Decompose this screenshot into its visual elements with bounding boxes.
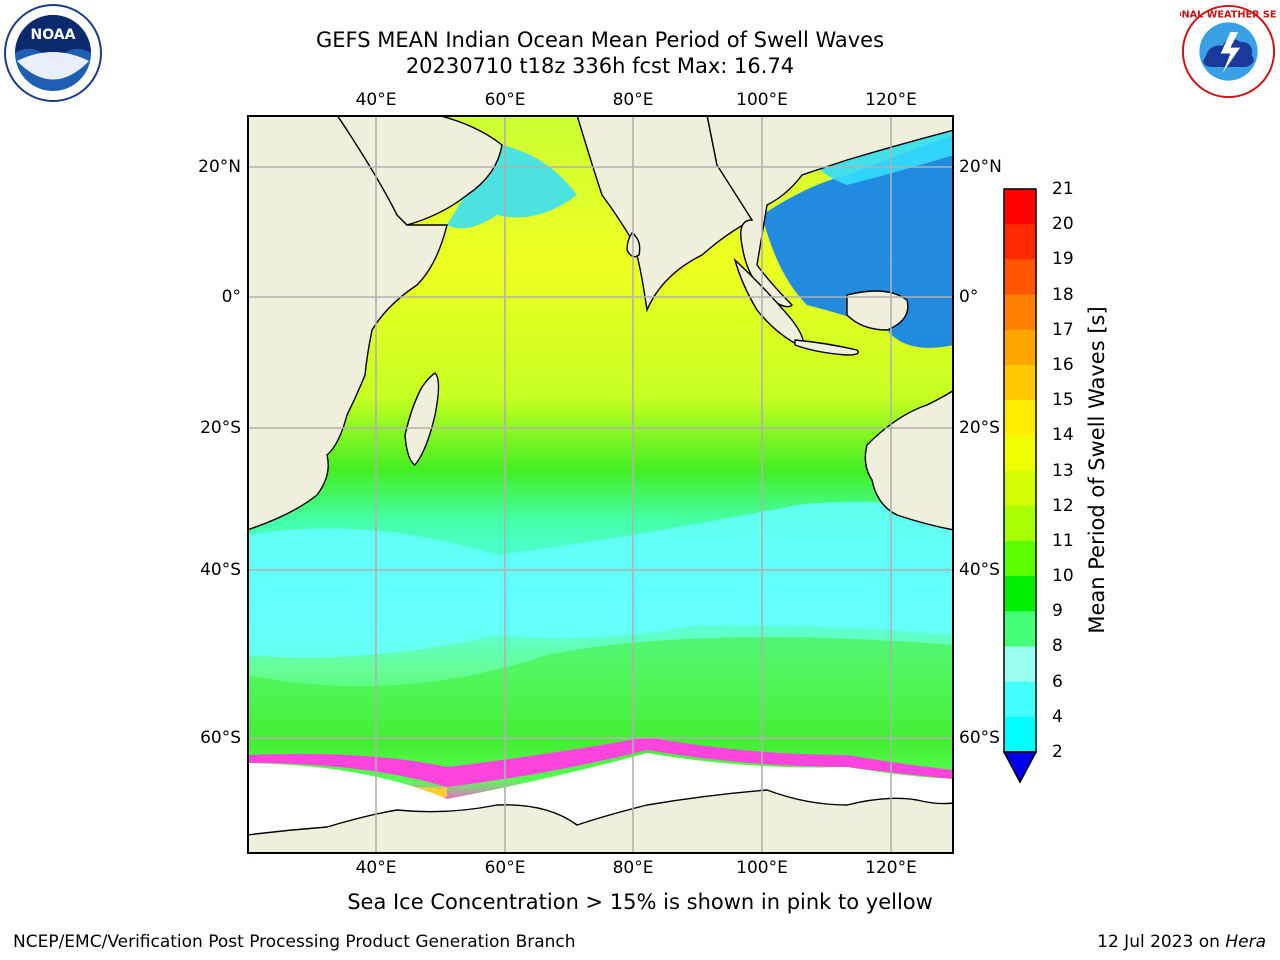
colorbar-label: Mean Period of Swell Waves [s]: [1085, 306, 1109, 634]
lon-label-bottom: 100°E: [736, 858, 788, 878]
noaa-logo-icon: NOAA: [4, 4, 102, 102]
gridlines: [247, 115, 954, 854]
colorbar-bin: [1004, 681, 1036, 718]
colorbar-bin: [1004, 470, 1036, 507]
landmass: [247, 115, 954, 854]
lon-label-top: 60°E: [484, 90, 526, 110]
sea-ice-edge: [247, 737, 954, 787]
colorbar-bin: [1004, 189, 1036, 225]
colorbar-tick-label: 2: [1052, 742, 1063, 762]
colorbar-tick-label: 15: [1052, 390, 1074, 411]
colorbar-tick-label: 8: [1052, 636, 1063, 657]
colorbar-frame: [1003, 188, 1037, 753]
lon-label-bottom: 40°E: [355, 858, 397, 878]
colorbar-bin: [1004, 540, 1036, 577]
nws-logo-text: NATIONAL WEATHER SERVICE: [1180, 10, 1277, 21]
colorbar-tick-label: 16: [1052, 354, 1074, 375]
lat-label-right: 20°N: [959, 157, 1002, 177]
nws-logo-icon: NATIONAL WEATHER SERVICE: [1180, 4, 1277, 99]
lat-label-left: 60°S: [200, 728, 241, 748]
lon-label-bottom: 60°E: [484, 858, 526, 878]
noaa-logo-text: NOAA: [31, 27, 76, 43]
lat-label-left: 20°N: [198, 157, 241, 177]
map-plot: [247, 115, 954, 854]
lon-label-bottom: 120°E: [865, 858, 917, 878]
colorbar-bin: [1004, 646, 1036, 683]
colorbar-bin: [1004, 576, 1036, 612]
colorbar-bin: [1004, 505, 1036, 542]
lat-label-left: 0°: [221, 287, 241, 307]
colorbar-tick-label: 13: [1052, 460, 1074, 481]
blue-short-period-region: [762, 135, 954, 348]
colorbar-tick-label: 14: [1052, 425, 1074, 446]
colorbar: [1002, 188, 1038, 784]
colorbar-bin: [1004, 294, 1036, 331]
colorbar-tick-label: 12: [1052, 495, 1074, 516]
colorbar-tick-label: 20: [1052, 214, 1074, 235]
lat-label-left: 40°S: [200, 560, 241, 580]
lon-label-top: 100°E: [736, 90, 788, 110]
lon-label-top: 40°E: [355, 90, 397, 110]
lat-label-right: 0°: [959, 287, 979, 307]
lat-label-right: 60°S: [959, 728, 1000, 748]
colorbar-extend-arrow: [1002, 751, 1038, 784]
lat-label-left: 20°S: [200, 418, 241, 438]
footer-date-text: 12 Jul 2023 on: [1097, 932, 1226, 952]
lon-label-top: 120°E: [865, 90, 917, 110]
colorbar-tick-label: 21: [1052, 179, 1074, 199]
chart-title: GEFS MEAN Indian Ocean Mean Period of Sw…: [315, 28, 885, 52]
cyan-swell-band: [247, 501, 954, 658]
colorbar-tick-label: 9: [1052, 601, 1063, 622]
colorbar-bin: [1004, 400, 1036, 436]
green-swell-band: [247, 637, 954, 740]
colorbar-bin: [1004, 329, 1036, 366]
lat-label-right: 40°S: [959, 560, 1000, 580]
footer-date: 12 Jul 2023 on Hera: [1097, 932, 1266, 952]
colorbar-tick-label: 4: [1052, 706, 1063, 727]
colorbar-tick-label: 18: [1052, 284, 1074, 305]
colorbar-bin: [1004, 435, 1036, 471]
colorbar-tick-label: 11: [1052, 530, 1074, 551]
colorbar-bin: [1004, 364, 1036, 401]
colorbar-bin: [1004, 716, 1036, 753]
lat-label-right: 20°S: [959, 418, 1000, 438]
lon-label-bottom: 80°E: [612, 858, 654, 878]
colorbar-tick-label: 19: [1052, 249, 1074, 270]
map-frame: [247, 115, 954, 854]
colorbar-tick-label: 6: [1052, 671, 1063, 692]
sea-ice-footnote: Sea Ice Concentration > 15% is shown in …: [347, 890, 933, 914]
footer-host: Hera: [1225, 932, 1266, 952]
colorbar-tick-label: 17: [1052, 319, 1074, 340]
colorbar-tick-label: 10: [1052, 566, 1074, 587]
colorbar-bin: [1004, 259, 1036, 296]
colorbar-bin: [1004, 611, 1036, 647]
colorbar-bin: [1004, 224, 1036, 260]
chart-subtitle: 20230710 t18z 336h fcst Max: 16.74: [405, 54, 795, 78]
footer-credit: NCEP/EMC/Verification Post Processing Pr…: [13, 932, 576, 952]
lon-label-top: 80°E: [612, 90, 654, 110]
